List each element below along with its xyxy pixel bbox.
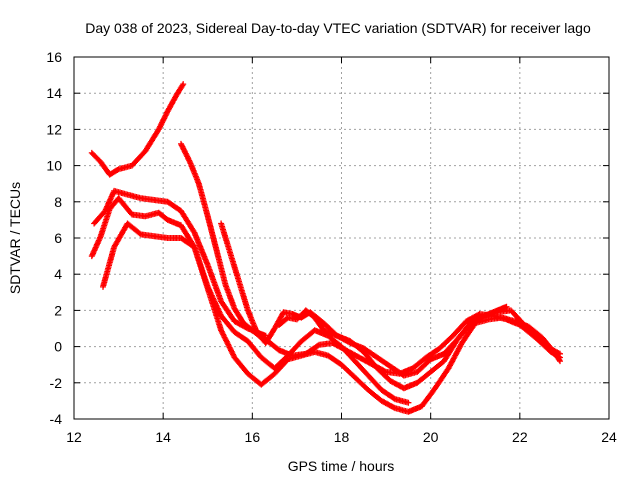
y-tick-label: 10 (46, 158, 62, 174)
x-tick-label: 24 (601, 429, 617, 445)
y-tick-label: 16 (46, 49, 62, 65)
x-tick-label: 20 (423, 429, 439, 445)
x-tick-label: 16 (245, 429, 261, 445)
y-tick-label: -4 (50, 411, 63, 427)
series-2-points (91, 187, 269, 339)
x-axis-label: GPS time / hours (288, 458, 395, 474)
x-tick-label: 18 (334, 429, 350, 445)
series-6-points (218, 220, 563, 379)
series-5-points (178, 140, 563, 377)
series-7-points (276, 303, 510, 392)
y-tick-label: 14 (46, 85, 62, 101)
x-tick-label: 12 (66, 429, 82, 445)
y-tick-label: 12 (46, 121, 62, 137)
chart-title: Day 038 of 2023, Sidereal Day-to-day VTE… (85, 20, 591, 36)
y-tick-label: 6 (54, 230, 62, 246)
x-tick-label: 14 (155, 429, 171, 445)
series-1-points (88, 81, 187, 178)
y-tick-label: 8 (54, 194, 62, 210)
y-axis-label: SDTVAR / TECUs (7, 182, 23, 294)
y-tick-label: 0 (54, 339, 62, 355)
grid (74, 57, 609, 419)
x-tick-label: 22 (512, 429, 528, 445)
y-tick-label: -2 (50, 375, 63, 391)
series-layer (88, 81, 563, 415)
y-tick-label: 4 (54, 266, 62, 282)
y-tick-label: 2 (54, 302, 62, 318)
